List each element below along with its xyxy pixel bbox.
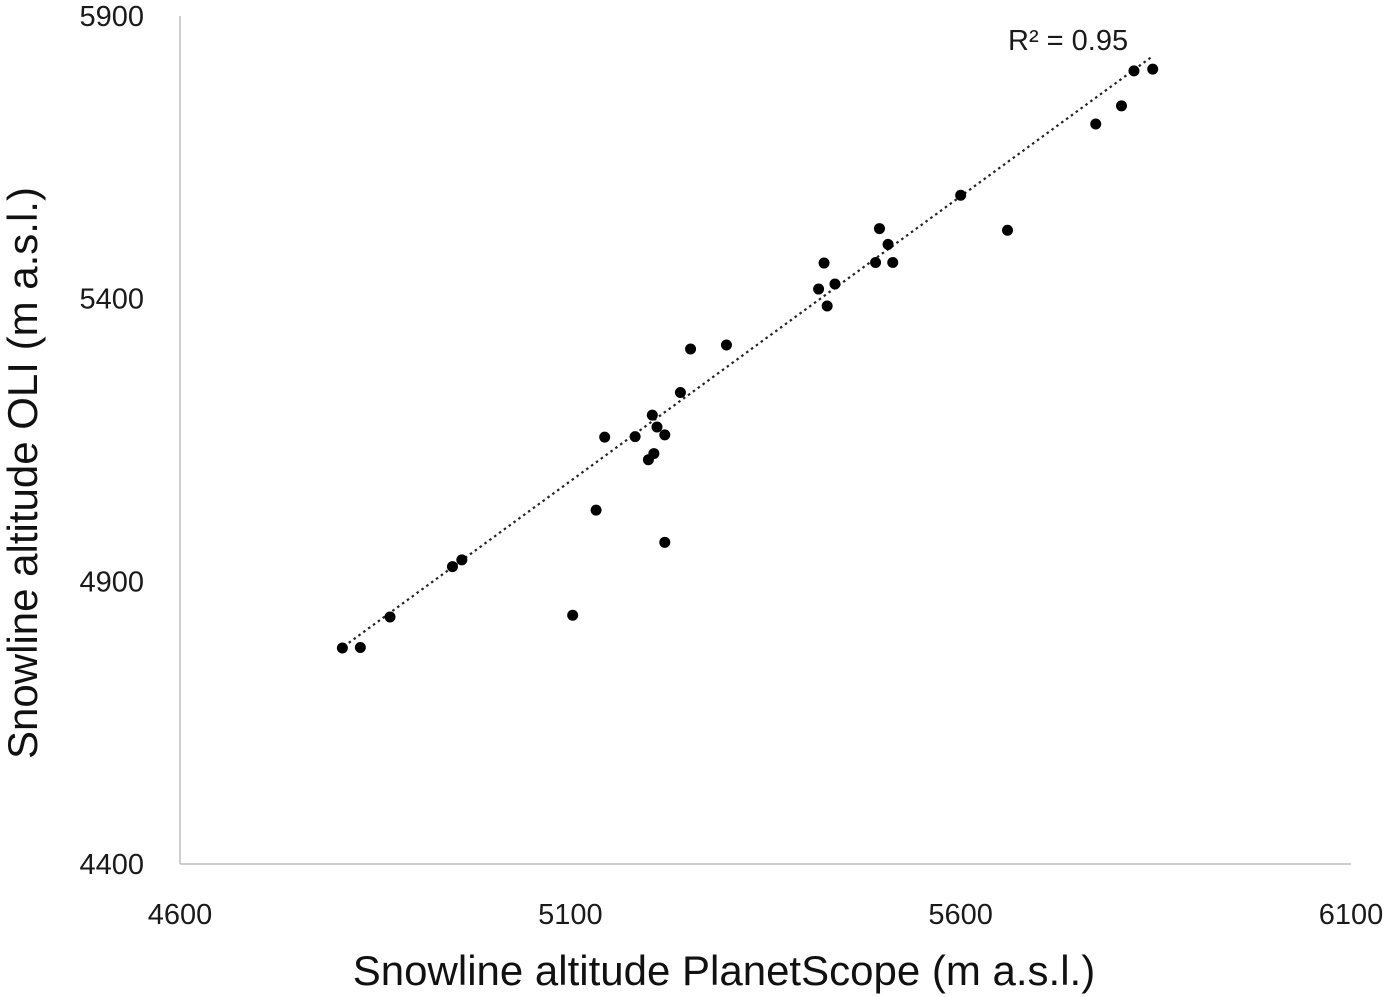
y-tick-label: 5900: [79, 1, 144, 33]
data-point: [813, 283, 825, 295]
y-tick-label: 4400: [79, 849, 144, 881]
data-point: [446, 561, 458, 573]
data-point: [567, 609, 579, 621]
r-squared-annotation: R² = 0.95: [1008, 25, 1128, 57]
y-tick-labels: 4400 4900 5400 5900: [79, 1, 144, 881]
data-point: [659, 536, 671, 548]
data-point: [818, 257, 830, 269]
y-tick-label: 5400: [79, 284, 144, 316]
data-point: [873, 223, 885, 235]
x-tick-label: 6100: [1319, 899, 1384, 931]
data-point: [1128, 65, 1140, 77]
data-point: [720, 339, 732, 351]
data-point: [336, 642, 348, 654]
data-point: [829, 278, 841, 290]
data-point: [1002, 224, 1014, 236]
x-tick-label: 5600: [928, 899, 993, 931]
x-axis-title: Snowline altitude PlanetScope (m a.s.l.): [353, 947, 1095, 994]
y-axis-title: Snowline altitude OLI (m a.s.l.): [0, 187, 46, 759]
data-point: [882, 238, 894, 250]
data-point: [821, 300, 833, 312]
data-point: [590, 504, 602, 516]
data-point: [1090, 118, 1102, 130]
x-tick-label: 4600: [148, 899, 213, 931]
data-point: [651, 421, 663, 433]
data-point: [659, 429, 671, 441]
data-point: [629, 431, 641, 443]
x-tick-labels: 4600 5100 5600 6100: [148, 899, 1384, 931]
data-point: [384, 611, 396, 623]
data-point: [685, 343, 697, 355]
data-point: [955, 189, 967, 201]
data-point: [1115, 100, 1127, 112]
data-point: [599, 431, 611, 443]
y-tick-label: 4900: [79, 566, 144, 598]
data-point: [646, 409, 658, 421]
data-points: [336, 63, 1159, 654]
data-point: [456, 554, 468, 566]
data-point: [870, 256, 882, 268]
trendline: [343, 55, 1153, 648]
data-point: [674, 387, 686, 399]
axes: [179, 16, 1351, 865]
data-point: [648, 448, 660, 460]
data-point: [887, 256, 899, 268]
data-point: [1147, 63, 1159, 75]
data-point: [354, 641, 366, 653]
x-tick-label: 5100: [538, 899, 603, 931]
